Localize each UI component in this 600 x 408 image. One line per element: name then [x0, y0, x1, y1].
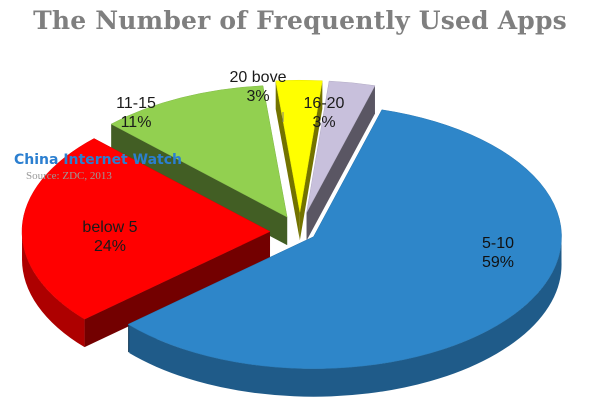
slice-label-16-20: 16-20 [304, 95, 345, 112]
chart-title: The Number of Frequently Used Apps [33, 6, 567, 35]
slice-side-5-10-0 [129, 234, 562, 397]
pie-slice-below-5 [21, 138, 271, 320]
watermark-source: Source: ZDC, 2013 [26, 170, 112, 182]
pie-slice-20-bove [275, 79, 323, 213]
slice-label-below-5: below 5 [82, 219, 137, 236]
slice-value-11-15: 11% [121, 114, 152, 131]
pie-slice-5-10 [127, 109, 562, 369]
slice-side-below-5-0 [22, 230, 85, 348]
watermark-brand: China Internet Watch [14, 152, 182, 168]
slice-value-5-10: 59% [482, 254, 514, 271]
watermark: China Internet Watch Source: ZDC, 2013 [14, 152, 182, 182]
pie-labels: 5-10 59% below 5 24% 11-15 11% 20 bove 3% 16-20 3… [82, 69, 514, 271]
slice-wall-20-bove-1 [299, 80, 323, 241]
pie-slice-tops [21, 79, 562, 369]
slice-wall-11-15-0 [111, 124, 288, 246]
slice-wall-16-20-1 [306, 85, 375, 241]
pie-slice-11-15 [110, 85, 288, 218]
slice-value-16-20: 3% [312, 114, 335, 131]
slice-value-20-bove: 3% [246, 88, 269, 105]
slice-wall-below-5-0 [84, 231, 271, 348]
slice-wall-20-bove-0 [275, 80, 300, 241]
slice-label-20-bove: 20 bove [230, 69, 287, 86]
slice-label-5-10: 5-10 [482, 235, 514, 252]
slice-value-below-5: 24% [94, 238, 126, 255]
slice-label-11-15: 11-15 [116, 95, 156, 112]
pie-slice-16-20 [306, 80, 376, 213]
